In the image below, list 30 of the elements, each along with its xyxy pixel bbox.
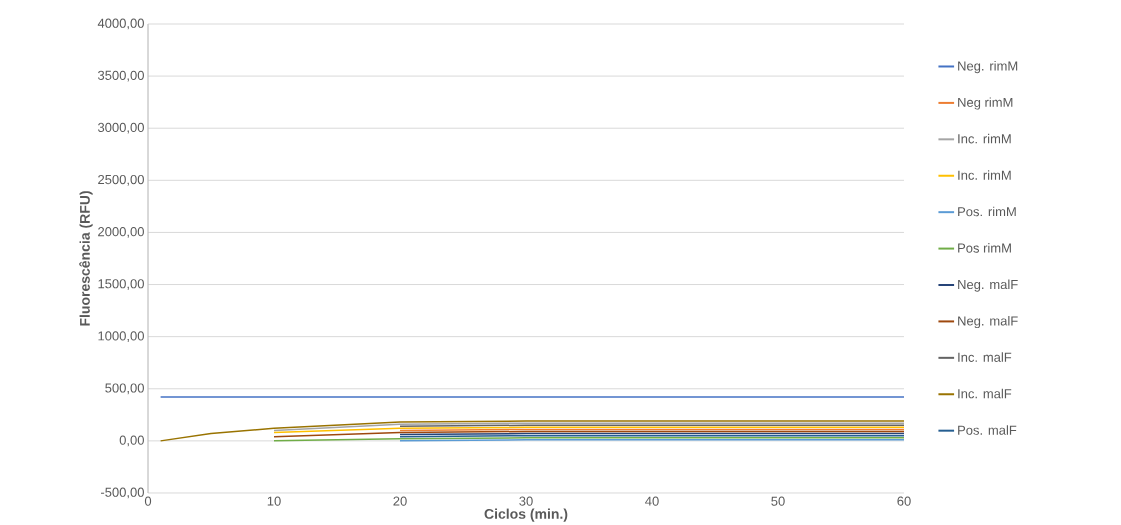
legend-label: Pos. rimM (958, 206, 1016, 217)
y-tick-label: 0,00 (119, 435, 144, 447)
legend-label: Pos rimM (958, 243, 1011, 253)
y-tick-label: 3000,00 (97, 122, 144, 134)
y-tick-label: 2000,00 (98, 227, 144, 238)
legend-label: Neg rimM (958, 97, 1013, 110)
legend-label: Inc. rimM (958, 170, 1011, 180)
y-axis-title: Fluorescência (RFU) (79, 191, 93, 326)
legend-label: Inc. malF (958, 388, 1012, 399)
y-tick-label: 3500,00 (97, 70, 144, 82)
x-axis-title: Ciclos (min.) (484, 508, 568, 522)
y-tick-label: 2500,00 (98, 174, 144, 186)
x-tick-label: 20 (393, 496, 407, 506)
y-tick-label: 4000,00 (97, 18, 144, 30)
x-tick-label: 0 (144, 496, 152, 506)
y-tick-label: 1500,00 (98, 279, 144, 290)
legend-label: Neg. malF (958, 279, 1018, 292)
x-tick-label: 60 (897, 496, 911, 506)
x-tick-label: 10 (267, 496, 281, 506)
legend-label: Neg. rimM (958, 61, 1018, 74)
y-tick-label: 500,00 (105, 383, 144, 395)
legend-label: Pos. malF (958, 425, 1017, 435)
legend-label: Inc. malF (958, 352, 1012, 362)
x-tick-label: 50 (771, 496, 785, 506)
x-tick-label: 30 (519, 496, 533, 506)
x-tick-label: 40 (645, 496, 659, 506)
legend-label: Neg. malF (958, 315, 1018, 329)
legend-label: Inc. rimM (958, 133, 1011, 144)
y-tick-label: -500,00 (100, 487, 144, 499)
y-tick-label: 1000,00 (98, 331, 144, 343)
